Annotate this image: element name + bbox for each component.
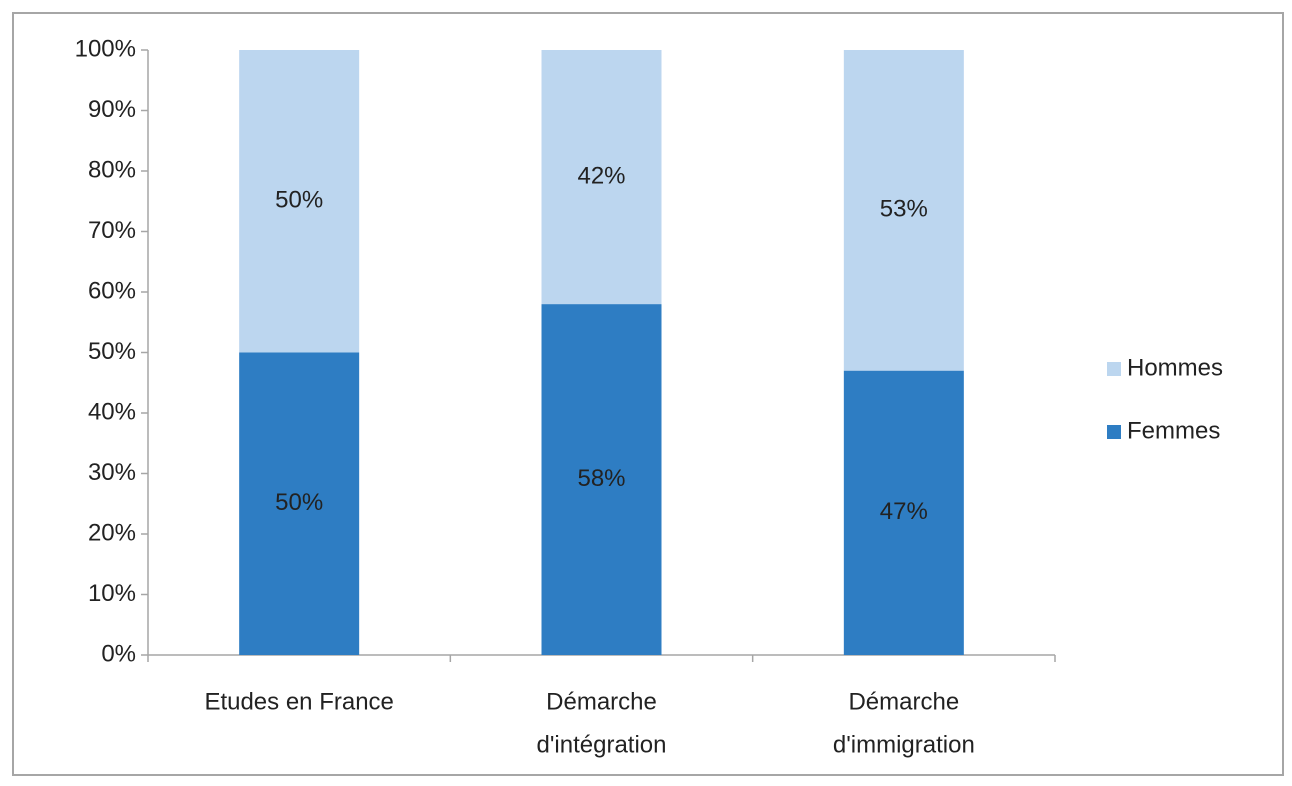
legend-label: Hommes xyxy=(1127,354,1223,381)
y-tick-label: 80% xyxy=(88,156,136,183)
bar-segment xyxy=(843,50,964,371)
y-tick-label: 20% xyxy=(88,519,136,546)
bar-segment xyxy=(239,352,360,655)
bar-segment xyxy=(239,50,360,353)
bar-segment xyxy=(541,304,662,655)
x-tick-label: d'intégration xyxy=(536,731,666,758)
legend-swatch xyxy=(1107,425,1121,439)
data-label: 47% xyxy=(880,498,928,525)
y-tick-label: 90% xyxy=(88,96,136,123)
data-label: 50% xyxy=(275,489,323,516)
data-label: 58% xyxy=(577,465,625,492)
y-tick-label: 50% xyxy=(88,338,136,365)
y-tick-label: 70% xyxy=(88,217,136,244)
y-tick-label: 60% xyxy=(88,277,136,304)
data-label: 42% xyxy=(577,162,625,189)
data-label: 53% xyxy=(880,196,928,223)
y-tick-label: 0% xyxy=(101,640,136,667)
legend-label: Femmes xyxy=(1127,417,1220,444)
bar-segment xyxy=(843,370,964,655)
y-tick-label: 40% xyxy=(88,398,136,425)
legend-swatch xyxy=(1107,362,1121,376)
y-tick-label: 10% xyxy=(88,580,136,607)
x-tick-label: d'immigration xyxy=(833,731,975,758)
x-tick-label: Démarche xyxy=(848,688,959,715)
y-tick-label: 100% xyxy=(75,35,136,62)
y-tick-label: 30% xyxy=(88,459,136,486)
data-label: 50% xyxy=(275,187,323,214)
x-tick-label: Démarche xyxy=(546,688,657,715)
x-tick-label: Etudes en France xyxy=(204,688,393,715)
bar-segment xyxy=(541,50,662,305)
